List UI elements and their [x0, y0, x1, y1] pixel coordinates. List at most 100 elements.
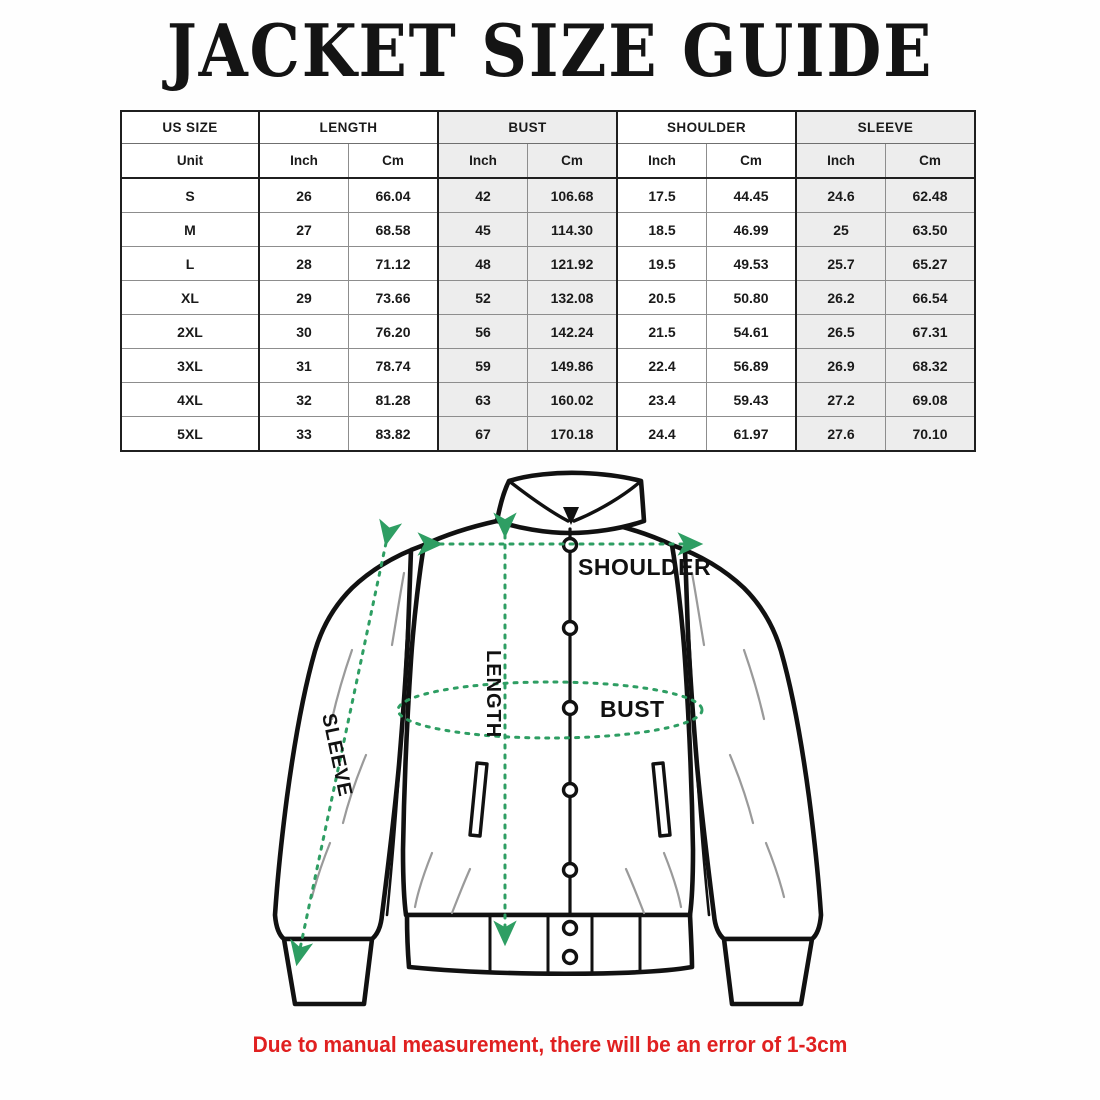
- cell-size: 4XL: [120, 382, 260, 417]
- cell-bust-cm: 121.92: [527, 246, 618, 281]
- jacket-right-cuff-path: [721, 936, 815, 1007]
- cell-bust-inch: 42: [437, 177, 528, 213]
- cell-sleeve-cm: 66.54: [885, 280, 976, 315]
- jacket-collar-path: [494, 470, 647, 536]
- cell-shoulder-inch: 21.5: [616, 314, 707, 349]
- label-bust: BUST: [600, 696, 665, 722]
- cell-bust-cm: 160.02: [527, 382, 618, 417]
- cell-sleeve-inch: 26.5: [795, 314, 886, 349]
- cell-shoulder-inch: 22.4: [616, 348, 707, 383]
- cell-shoulder-cm: 44.45: [706, 177, 797, 213]
- unit-header-unit: Unit: [120, 143, 260, 179]
- cell-shoulder-cm: 61.97: [706, 416, 797, 452]
- snap-button-4: [561, 781, 579, 799]
- table-body: S 26 66.04 42 106.68 17.5 44.45 24.6 62.48 M 27 68.…: [120, 177, 976, 452]
- cell-sleeve-cm: 63.50: [885, 212, 976, 247]
- cell-length-inch: 31: [258, 348, 349, 383]
- page-title: JACKET SIZE GUIDE: [166, 8, 934, 93]
- snap-button-3: [561, 699, 579, 717]
- size-chart-table: US SIZE LENGTH BUST SHOULDER SLEEVE Unit…: [120, 110, 976, 452]
- jacket-diagram: SHOULDER LENGTH BUST SLEEVE: [0, 445, 1100, 1035]
- table-row: 4XL 32 81.28 63 160.02 23.4 59.43 27.2 69.08: [120, 382, 976, 417]
- cell-length-inch: 27: [258, 212, 349, 247]
- unit-header-sleeve-inch: Inch: [795, 143, 886, 179]
- cell-length-inch: 26: [258, 177, 349, 213]
- cell-length-inch: 29: [258, 280, 349, 315]
- table-row: 3XL 31 78.74 59 149.86 22.4 56.89 26.9 68.32: [120, 348, 976, 383]
- cell-length-cm: 66.04: [348, 177, 439, 213]
- measurement-disclaimer: Due to manual measurement, there will be…: [252, 1032, 848, 1057]
- cell-shoulder-cm: 56.89: [706, 348, 797, 383]
- cell-bust-cm: 106.68: [527, 177, 618, 213]
- group-header-sleeve: SLEEVE: [795, 110, 976, 144]
- unit-header-length-cm: Cm: [348, 143, 439, 179]
- cell-size: S: [120, 177, 260, 213]
- cell-length-cm: 83.82: [348, 416, 439, 452]
- cell-shoulder-cm: 59.43: [706, 382, 797, 417]
- jacket-right-pocket-welt: [651, 761, 672, 838]
- table-row: 5XL 33 83.82 67 170.18 24.4 61.97 27.6 70.10: [120, 416, 976, 452]
- cell-shoulder-cm: 50.80: [706, 280, 797, 315]
- cell-sleeve-cm: 65.27: [885, 246, 976, 281]
- cell-shoulder-inch: 17.5: [616, 177, 707, 213]
- cell-shoulder-cm: 46.99: [706, 212, 797, 247]
- cell-length-cm: 68.58: [348, 212, 439, 247]
- group-header-bust: BUST: [437, 110, 618, 144]
- cell-shoulder-inch: 20.5: [616, 280, 707, 315]
- unit-header-shoulder-inch: Inch: [616, 143, 707, 179]
- cell-size: 5XL: [120, 416, 260, 452]
- cell-sleeve-inch: 26.2: [795, 280, 886, 315]
- jacket-left-pocket-welt: [468, 761, 489, 838]
- measurement-guides-group: [290, 512, 704, 967]
- cell-bust-cm: 114.30: [527, 212, 618, 247]
- snap-button-7: [561, 948, 579, 966]
- cell-length-cm: 71.12: [348, 246, 439, 281]
- unit-header-sleeve-cm: Cm: [885, 143, 976, 179]
- snap-button-6: [561, 919, 579, 937]
- cell-shoulder-inch: 18.5: [616, 212, 707, 247]
- jacket-collar-notch: [563, 507, 579, 525]
- cell-length-inch: 32: [258, 382, 349, 417]
- unit-header-bust-inch: Inch: [437, 143, 528, 179]
- label-length: LENGTH: [482, 650, 504, 738]
- cell-size: XL: [120, 280, 260, 315]
- cell-shoulder-cm: 54.61: [706, 314, 797, 349]
- cell-shoulder-inch: 19.5: [616, 246, 707, 281]
- cell-length-cm: 76.20: [348, 314, 439, 349]
- unit-header-bust-cm: Cm: [527, 143, 618, 179]
- cell-sleeve-inch: 27.6: [795, 416, 886, 452]
- table-row: M 27 68.58 45 114.30 18.5 46.99 25 63.50: [120, 212, 976, 247]
- table-row: 2XL 30 76.20 56 142.24 21.5 54.61 26.5 67.31: [120, 314, 976, 349]
- unit-header-length-inch: Inch: [258, 143, 349, 179]
- group-header-row: US SIZE LENGTH BUST SHOULDER SLEEVE: [120, 110, 976, 144]
- cell-bust-cm: 132.08: [527, 280, 618, 315]
- cell-bust-inch: 59: [437, 348, 528, 383]
- cell-size: 3XL: [120, 348, 260, 383]
- cell-bust-inch: 52: [437, 280, 528, 315]
- jacket-collar-inner-left: [507, 479, 570, 523]
- cell-sleeve-cm: 68.32: [885, 348, 976, 383]
- group-header-shoulder: SHOULDER: [616, 110, 797, 144]
- cell-sleeve-cm: 62.48: [885, 177, 976, 213]
- group-header-us-size: US SIZE: [120, 110, 260, 144]
- cell-shoulder-inch: 24.4: [616, 416, 707, 452]
- jacket-right-armhole-seam: [683, 548, 711, 917]
- cell-sleeve-inch: 24.6: [795, 177, 886, 213]
- unit-header-row: Unit Inch Cm Inch Cm Inch Cm Inch Cm: [120, 143, 976, 179]
- table-head: US SIZE LENGTH BUST SHOULDER SLEEVE Unit…: [120, 110, 976, 179]
- table-row: XL 29 73.66 52 132.08 20.5 50.80 26.2 66.54: [120, 280, 976, 315]
- cell-sleeve-cm: 69.08: [885, 382, 976, 417]
- cell-sleeve-inch: 25.7: [795, 246, 886, 281]
- cell-sleeve-inch: 25: [795, 212, 886, 247]
- table-row: S 26 66.04 42 106.68 17.5 44.45 24.6 62.48: [120, 177, 976, 213]
- cell-length-inch: 33: [258, 416, 349, 452]
- cell-bust-inch: 63: [437, 382, 528, 417]
- table-row: L 28 71.12 48 121.92 19.5 49.53 25.7 65.27: [120, 246, 976, 281]
- cell-sleeve-inch: 27.2: [795, 382, 886, 417]
- cell-bust-cm: 142.24: [527, 314, 618, 349]
- cell-length-cm: 81.28: [348, 382, 439, 417]
- cell-bust-cm: 149.86: [527, 348, 618, 383]
- cell-size: L: [120, 246, 260, 281]
- group-header-length: LENGTH: [258, 110, 439, 144]
- cell-shoulder-cm: 49.53: [706, 246, 797, 281]
